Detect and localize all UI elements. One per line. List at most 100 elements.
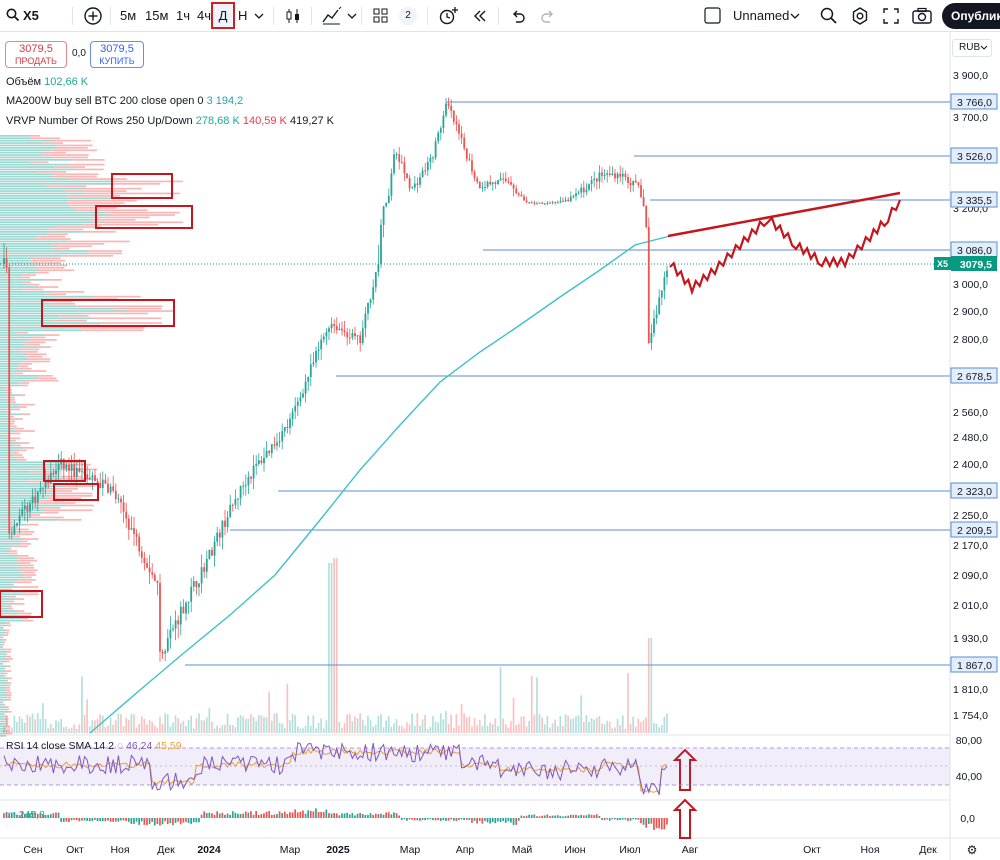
publish-button[interactable]: Опубликовать bbox=[942, 3, 1000, 29]
candle-body bbox=[608, 173, 611, 175]
layout-name[interactable]: Unnamed bbox=[733, 8, 790, 23]
candle-body bbox=[645, 206, 648, 227]
vrvp-down-bar bbox=[7, 694, 12, 696]
vrvp-up-bar bbox=[0, 358, 29, 360]
legend-ao[interactable]: ◌ -245,8 bbox=[6, 809, 45, 821]
volume-bar bbox=[481, 725, 484, 733]
timeframe-week[interactable]: Н bbox=[238, 8, 248, 23]
alert-clock-icon[interactable] bbox=[438, 6, 458, 26]
search-icon bbox=[6, 8, 20, 22]
ao-bar bbox=[413, 818, 416, 821]
add-symbol-icon[interactable] bbox=[83, 6, 103, 26]
candle-body bbox=[289, 418, 291, 428]
vrvp-up-bar bbox=[0, 379, 27, 382]
layout-checkbox-icon[interactable] bbox=[704, 7, 721, 24]
vrvp-down-bar bbox=[17, 562, 31, 564]
volume-bar bbox=[624, 728, 627, 733]
timeframe-1h[interactable]: 1ч bbox=[176, 8, 191, 23]
vrvp-down-bar bbox=[21, 276, 31, 279]
timeframe-5m[interactable]: 5м bbox=[120, 8, 137, 23]
volume-bar bbox=[520, 716, 523, 733]
fullscreen-icon[interactable] bbox=[881, 6, 901, 26]
candles-icon[interactable] bbox=[283, 6, 303, 26]
time-axis[interactable]: Сен Окт Ноя Дек 2024 Мар 2025 Мар Апр Май Июн Июл Ав… bbox=[23, 843, 977, 857]
timeframe-4h[interactable]: 4ч bbox=[197, 8, 212, 23]
vrvp-down-bar bbox=[18, 382, 29, 384]
candle-body bbox=[432, 157, 434, 159]
vrvp-down-bar bbox=[82, 329, 144, 332]
currency-selector[interactable]: RUB bbox=[952, 39, 992, 57]
chart-canvas[interactable]: 3 900,03 700,03 200,03 000,02 900,02 800… bbox=[0, 32, 1000, 860]
vrvp-down-bar bbox=[28, 339, 57, 341]
buy-button[interactable]: 3079,5 КУПИТЬ bbox=[90, 41, 144, 68]
vrvp-up-bar bbox=[0, 708, 7, 711]
ao-bar bbox=[153, 818, 156, 826]
timeframe-day[interactable]: Д bbox=[211, 2, 235, 29]
ao-bar bbox=[512, 818, 515, 825]
candle-body bbox=[486, 181, 489, 187]
volume-bar bbox=[23, 722, 26, 733]
ao-bar bbox=[286, 814, 289, 818]
ao-bar bbox=[598, 816, 601, 818]
quick-search-icon[interactable] bbox=[819, 6, 839, 26]
chevron-down-icon[interactable] bbox=[252, 6, 272, 26]
price-axis[interactable]: 3 900,03 700,03 200,03 000,02 900,02 800… bbox=[934, 70, 998, 825]
vrvp-up-bar bbox=[0, 159, 73, 161]
volume-bar bbox=[380, 714, 382, 733]
ao-bar bbox=[195, 818, 198, 823]
legend-rsi[interactable]: RSI 14 close SMA 14 2 ◌ 46,24 45,59 bbox=[6, 740, 182, 752]
rsi-tick-label: 40,00 bbox=[956, 771, 982, 783]
chevron-down-icon[interactable] bbox=[788, 6, 808, 26]
vrvp-down-bar bbox=[7, 682, 12, 684]
vrvp-down-bar bbox=[29, 259, 66, 262]
ao-bar bbox=[445, 818, 447, 821]
candle-body bbox=[88, 477, 91, 480]
candle-body bbox=[497, 180, 499, 185]
candle-body bbox=[18, 515, 21, 524]
vrvp-up-bar bbox=[0, 533, 16, 536]
time-tick-label: 2025 bbox=[326, 844, 350, 856]
vrvp-up-bar bbox=[0, 528, 14, 531]
timeframe-15m[interactable]: 15м bbox=[145, 8, 169, 23]
settings-gear-icon[interactable] bbox=[850, 6, 870, 26]
volume-bar bbox=[354, 716, 356, 733]
layout-grid-icon[interactable] bbox=[371, 6, 391, 26]
legend-ma[interactable]: MA200W buy sell BTC 200 close open 0 3 1… bbox=[6, 95, 243, 107]
camera-icon[interactable] bbox=[911, 6, 932, 26]
vrvp-down-bar bbox=[19, 612, 32, 615]
vrvp-down-bar bbox=[10, 451, 19, 454]
replay-icon[interactable] bbox=[470, 6, 490, 26]
legend-volume[interactable]: Объём 102,66 K bbox=[6, 76, 88, 88]
volume-bar bbox=[299, 728, 302, 733]
vrvp-down-bar bbox=[7, 600, 15, 603]
vrvp-down-bar bbox=[36, 377, 57, 380]
ao-bar bbox=[582, 815, 585, 818]
volume-bar bbox=[367, 715, 369, 733]
candle-body bbox=[434, 141, 437, 158]
volume-bar bbox=[250, 714, 252, 733]
vrvp-down-bar bbox=[6, 423, 15, 425]
volume-bar bbox=[213, 728, 216, 733]
vrvp-down-bar bbox=[7, 677, 12, 680]
vrvp-down-bar bbox=[22, 360, 50, 363]
volume-bar bbox=[70, 727, 73, 733]
price-tick-label: 2 800,0 bbox=[953, 334, 988, 346]
legend-volume-value: 102,66 K bbox=[44, 76, 89, 88]
chevron-down-icon[interactable] bbox=[345, 6, 365, 26]
indicators-icon[interactable] bbox=[321, 6, 342, 26]
candle-body bbox=[494, 182, 497, 184]
volume-bar bbox=[18, 716, 21, 733]
volume-bar bbox=[497, 726, 499, 733]
legend-vrvp[interactable]: VRVP Number Of Rows 250 Up/Down 278,68 K… bbox=[6, 115, 334, 127]
legend-vrvp-name: VRVP Number Of Rows 250 Up/Down bbox=[6, 115, 193, 127]
vrvp-up-bar bbox=[0, 451, 11, 454]
ao-bar bbox=[104, 818, 107, 822]
vrvp-down-bar bbox=[3, 727, 6, 730]
redo-icon[interactable] bbox=[538, 6, 558, 26]
sell-button[interactable]: 3079,5 ПРОДАТЬ bbox=[5, 41, 67, 68]
volume-bar bbox=[281, 723, 283, 733]
undo-icon[interactable] bbox=[508, 6, 528, 26]
ao-bar bbox=[237, 813, 239, 818]
volume-bar bbox=[653, 722, 655, 733]
vrvp-up-bar bbox=[0, 375, 39, 377]
